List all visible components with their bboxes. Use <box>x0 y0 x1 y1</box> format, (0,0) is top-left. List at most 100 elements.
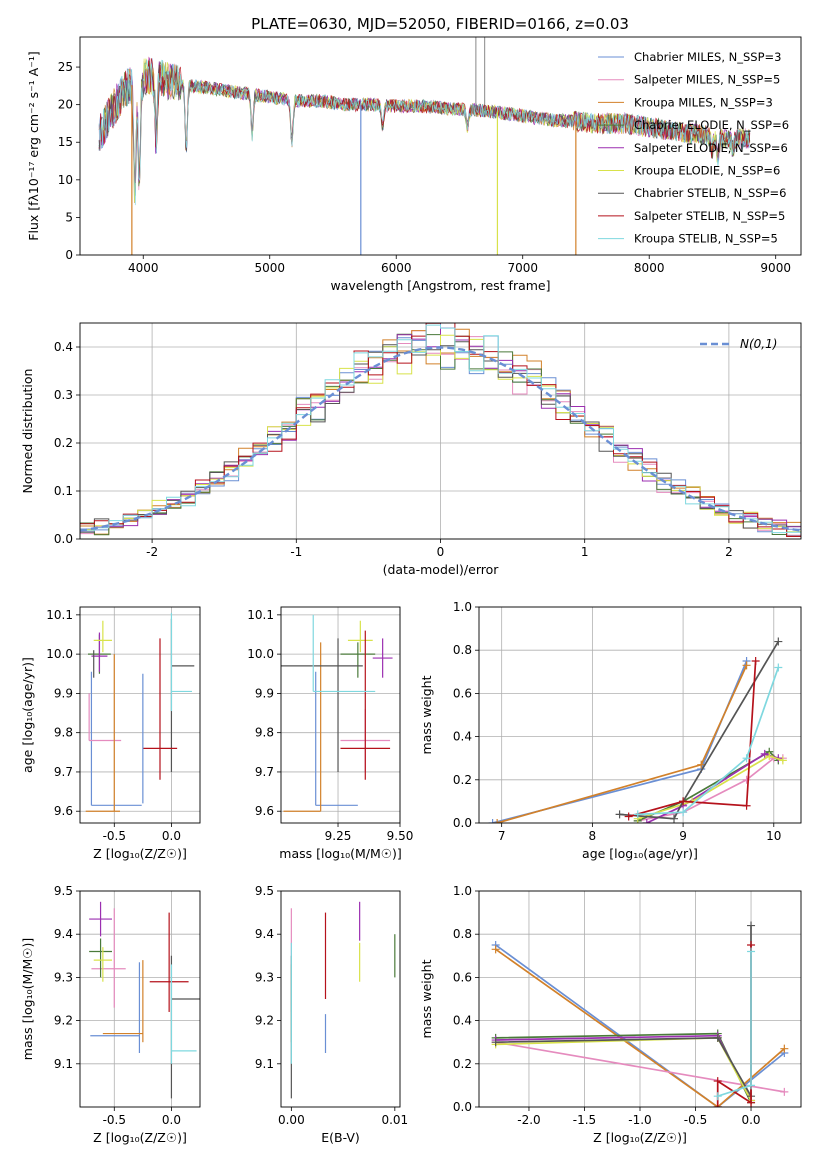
spectrum-legend: Chabrier MILES, N_SSP=3 Salpeter MILES, N… <box>598 50 789 246</box>
age_vs_mass-xlabel: mass [log₁₀(M/M☉)] <box>279 846 401 861</box>
weight_vs_age-line-1-marker-2 <box>742 661 751 670</box>
weight_vs_age-line-8-marker-2 <box>742 754 751 763</box>
age_vs_Z-ytick-label-5: 10.1 <box>46 608 73 622</box>
residuals-ytick-label-4: 0.4 <box>54 340 73 354</box>
weight_vs_age-xtick-label-2: 9 <box>679 829 687 843</box>
weight_vs_age-line-5-marker-3 <box>778 756 787 765</box>
residuals-ytick-label-3: 0.3 <box>54 388 73 402</box>
age_vs_Z-frame <box>79 606 201 824</box>
residuals-xtick-label-1: -1 <box>290 545 302 559</box>
age_vs_mass-xtick-label-1: 9.50 <box>387 829 414 843</box>
spectrum-legend-label-2: Kroupa MILES, N_SSP=3 <box>634 95 773 109</box>
weight_vs_age-line-1-marker-1 <box>697 760 706 769</box>
mass_vs_ebv-frame <box>280 890 401 1108</box>
age_vs_Z-ytick-label-0: 9.6 <box>54 804 73 818</box>
mass_vs_Z-xlabel: Z [log₁₀(Z/Z☉)] <box>93 1130 187 1145</box>
age_vs_mass-panel: 9.25 9.50 9.6 9.7 9.8 9.9 10.0 10.1 mass [log₁₀(… <box>247 606 414 861</box>
weight_vs_Z-line-7-marker-2 <box>747 1098 756 1107</box>
mass_vs_ebv-ytick-label-3: 9.4 <box>255 927 274 941</box>
spectrum-ytick-label-1: 5 <box>65 210 73 224</box>
weight_vs_Z-ytick-label-1: 0.2 <box>453 1057 472 1071</box>
mass_vs_ebv-ytick-label-1: 9.2 <box>255 1014 274 1028</box>
residuals-frame <box>79 322 802 540</box>
weight_vs_age-line-7-marker-1 <box>679 797 688 806</box>
spectrum-ylabel: Flux [fλ10⁻¹⁷ erg cm⁻² s⁻¹ A⁻¹] <box>26 51 41 240</box>
mass_vs_Z-ytick-label-3: 9.4 <box>54 927 73 941</box>
residuals-xtick-label-2: 0 <box>437 545 445 559</box>
spectrum-legend-label-8: Kroupa STELIB, N_SSP=5 <box>634 232 778 246</box>
weight_vs_age-line-6-marker-3 <box>774 637 783 646</box>
weight_vs_age-line-4-marker-2 <box>760 749 769 758</box>
age_vs_Z-xtick-label-1: 0.0 <box>162 829 181 843</box>
age_vs_mass-frame <box>280 606 401 824</box>
spectrum-legend-label-4: Salpeter ELODIE, N_SSP=6 <box>634 141 788 155</box>
spectrum-legend-label-0: Chabrier MILES, N_SSP=3 <box>634 50 781 64</box>
weight_vs_Z-line-2-marker-1 <box>780 1087 789 1096</box>
weight_vs_age-line-6-marker-0 <box>615 810 624 819</box>
spectrum-xtick-label-2: 6000 <box>381 261 412 275</box>
weight_vs_Z-ytick-label-3: 0.6 <box>453 970 472 984</box>
residuals-plot-area <box>80 323 801 538</box>
weight_vs_Z-ytick-label-2: 0.4 <box>453 1014 472 1028</box>
weight_vs_Z-line-0 <box>495 944 785 1107</box>
weight_vs_age-line-7-marker-0 <box>624 812 633 821</box>
weight_vs_age-line-4-marker-0 <box>642 819 651 823</box>
spectrum-legend-label-3: Chabrier ELODIE, N_SSP=6 <box>634 118 789 132</box>
weight_vs_age-line-1-marker-0 <box>493 819 502 823</box>
age_vs_Z-xtick-label-0: -0.5 <box>103 829 126 843</box>
residuals-ytick-label-0: 0.0 <box>54 532 73 546</box>
age_vs_mass-ytick-label-2: 9.8 <box>255 726 274 740</box>
residuals-ylabel: Normed distribution <box>20 369 35 494</box>
weight_vs_age-line-8-marker-1 <box>679 808 688 817</box>
weight_vs_Z-ylabel: mass weight <box>419 959 434 1038</box>
weight_vs_age-ytick-label-2: 0.4 <box>453 730 472 744</box>
weight_vs_age-xtick-label-3: 10 <box>766 829 781 843</box>
weight_vs_age-line-7-marker-2 <box>742 801 751 810</box>
mass_vs_ebv-ytick-label-2: 9.3 <box>255 970 274 984</box>
weight_vs_age-ytick-label-1: 0.2 <box>453 773 472 787</box>
residuals-xtick-label-4: 2 <box>725 545 733 559</box>
spectrum-xtick-label-3: 7000 <box>507 261 538 275</box>
age_vs_Z-ytick-label-2: 9.8 <box>54 726 73 740</box>
residuals-hist-kroupa-stelib <box>80 324 801 538</box>
spectrum-ytick-label-5: 25 <box>58 60 73 74</box>
spectrum-series-kroupa-stelib <box>98 59 751 206</box>
weight_vs_Z-xlabel: Z [log₁₀(Z/Z☉)] <box>593 1130 687 1145</box>
residuals-ytick-label-2: 0.2 <box>54 436 73 450</box>
weight_vs_age-line-5 <box>637 755 784 820</box>
weight_vs_Z-xtick-label-2: -1.0 <box>628 1113 651 1127</box>
mass_vs_ebv-ytick-label-4: 9.5 <box>255 884 274 898</box>
spectrum-ytick-label-4: 20 <box>58 98 73 112</box>
spectrum-frame <box>79 36 802 256</box>
age_vs_Z-xlabel: Z [log₁₀(Z/Z☉)] <box>93 846 187 861</box>
weight_vs_age-line-2-marker-2 <box>742 775 751 784</box>
weight_vs_Z-line-6-marker-1 <box>713 1033 722 1042</box>
weight_vs_Z-xtick-label-0: -2.0 <box>517 1113 540 1127</box>
spectrum-plot-area <box>98 37 751 255</box>
age_vs_Z-ytick-label-1: 9.7 <box>54 765 73 779</box>
spectrum-xtick-label-1: 5000 <box>254 261 285 275</box>
age_vs_Z-plot-area <box>85 612 195 812</box>
weight_vs_Z-line-8-marker-1 <box>747 1081 756 1090</box>
spectrum-panel: 4000 5000 6000 7000 8000 9000 0 5 10 15 20 25 wavele… <box>26 36 802 293</box>
weight_vs_Z-panel: -2.0 -1.5 -1.0 -0.5 0.0 0.0 0.2 0.4 0.6 0.8 1.0 Z [… <box>419 884 802 1145</box>
spectrum-ytick-label-3: 15 <box>58 135 73 149</box>
weight_vs_Z-xtick-label-4: 0.0 <box>741 1113 760 1127</box>
age_vs_mass-ytick-label-3: 9.9 <box>255 686 274 700</box>
weight_vs_Z-line-1-marker-0 <box>491 945 500 954</box>
weight_vs_age-ylabel: mass weight <box>419 675 434 754</box>
age_vs_mass-ytick-label-5: 10.1 <box>247 608 274 622</box>
residuals-legend: N(0,1) <box>700 337 777 351</box>
weight_vs_Z-ytick-label-0: 0.0 <box>453 1100 472 1114</box>
mass_vs_Z-ytick-label-0: 9.1 <box>54 1057 73 1071</box>
mass_vs_Z-ytick-label-2: 9.3 <box>54 970 73 984</box>
spectrum-xlabel: wavelength [Angstrom, rest frame] <box>330 278 550 293</box>
weight_vs_age-panel: 7 8 9 10 0.0 0.2 0.4 0.6 0.8 1.0 age [log₁₀(age/yr… <box>419 600 802 861</box>
weight_vs_age-line-8 <box>637 667 780 816</box>
weight_vs_age-xtick-label-0: 7 <box>498 829 506 843</box>
figure-title: PLATE=0630, MJD=52050, FIBERID=0166, z=0… <box>251 15 629 33</box>
weight_vs_Z-line-6-marker-0 <box>491 1038 500 1047</box>
age_vs_mass-ytick-label-0: 9.6 <box>255 804 274 818</box>
weight_vs_age-line-0-marker-0 <box>488 819 497 823</box>
